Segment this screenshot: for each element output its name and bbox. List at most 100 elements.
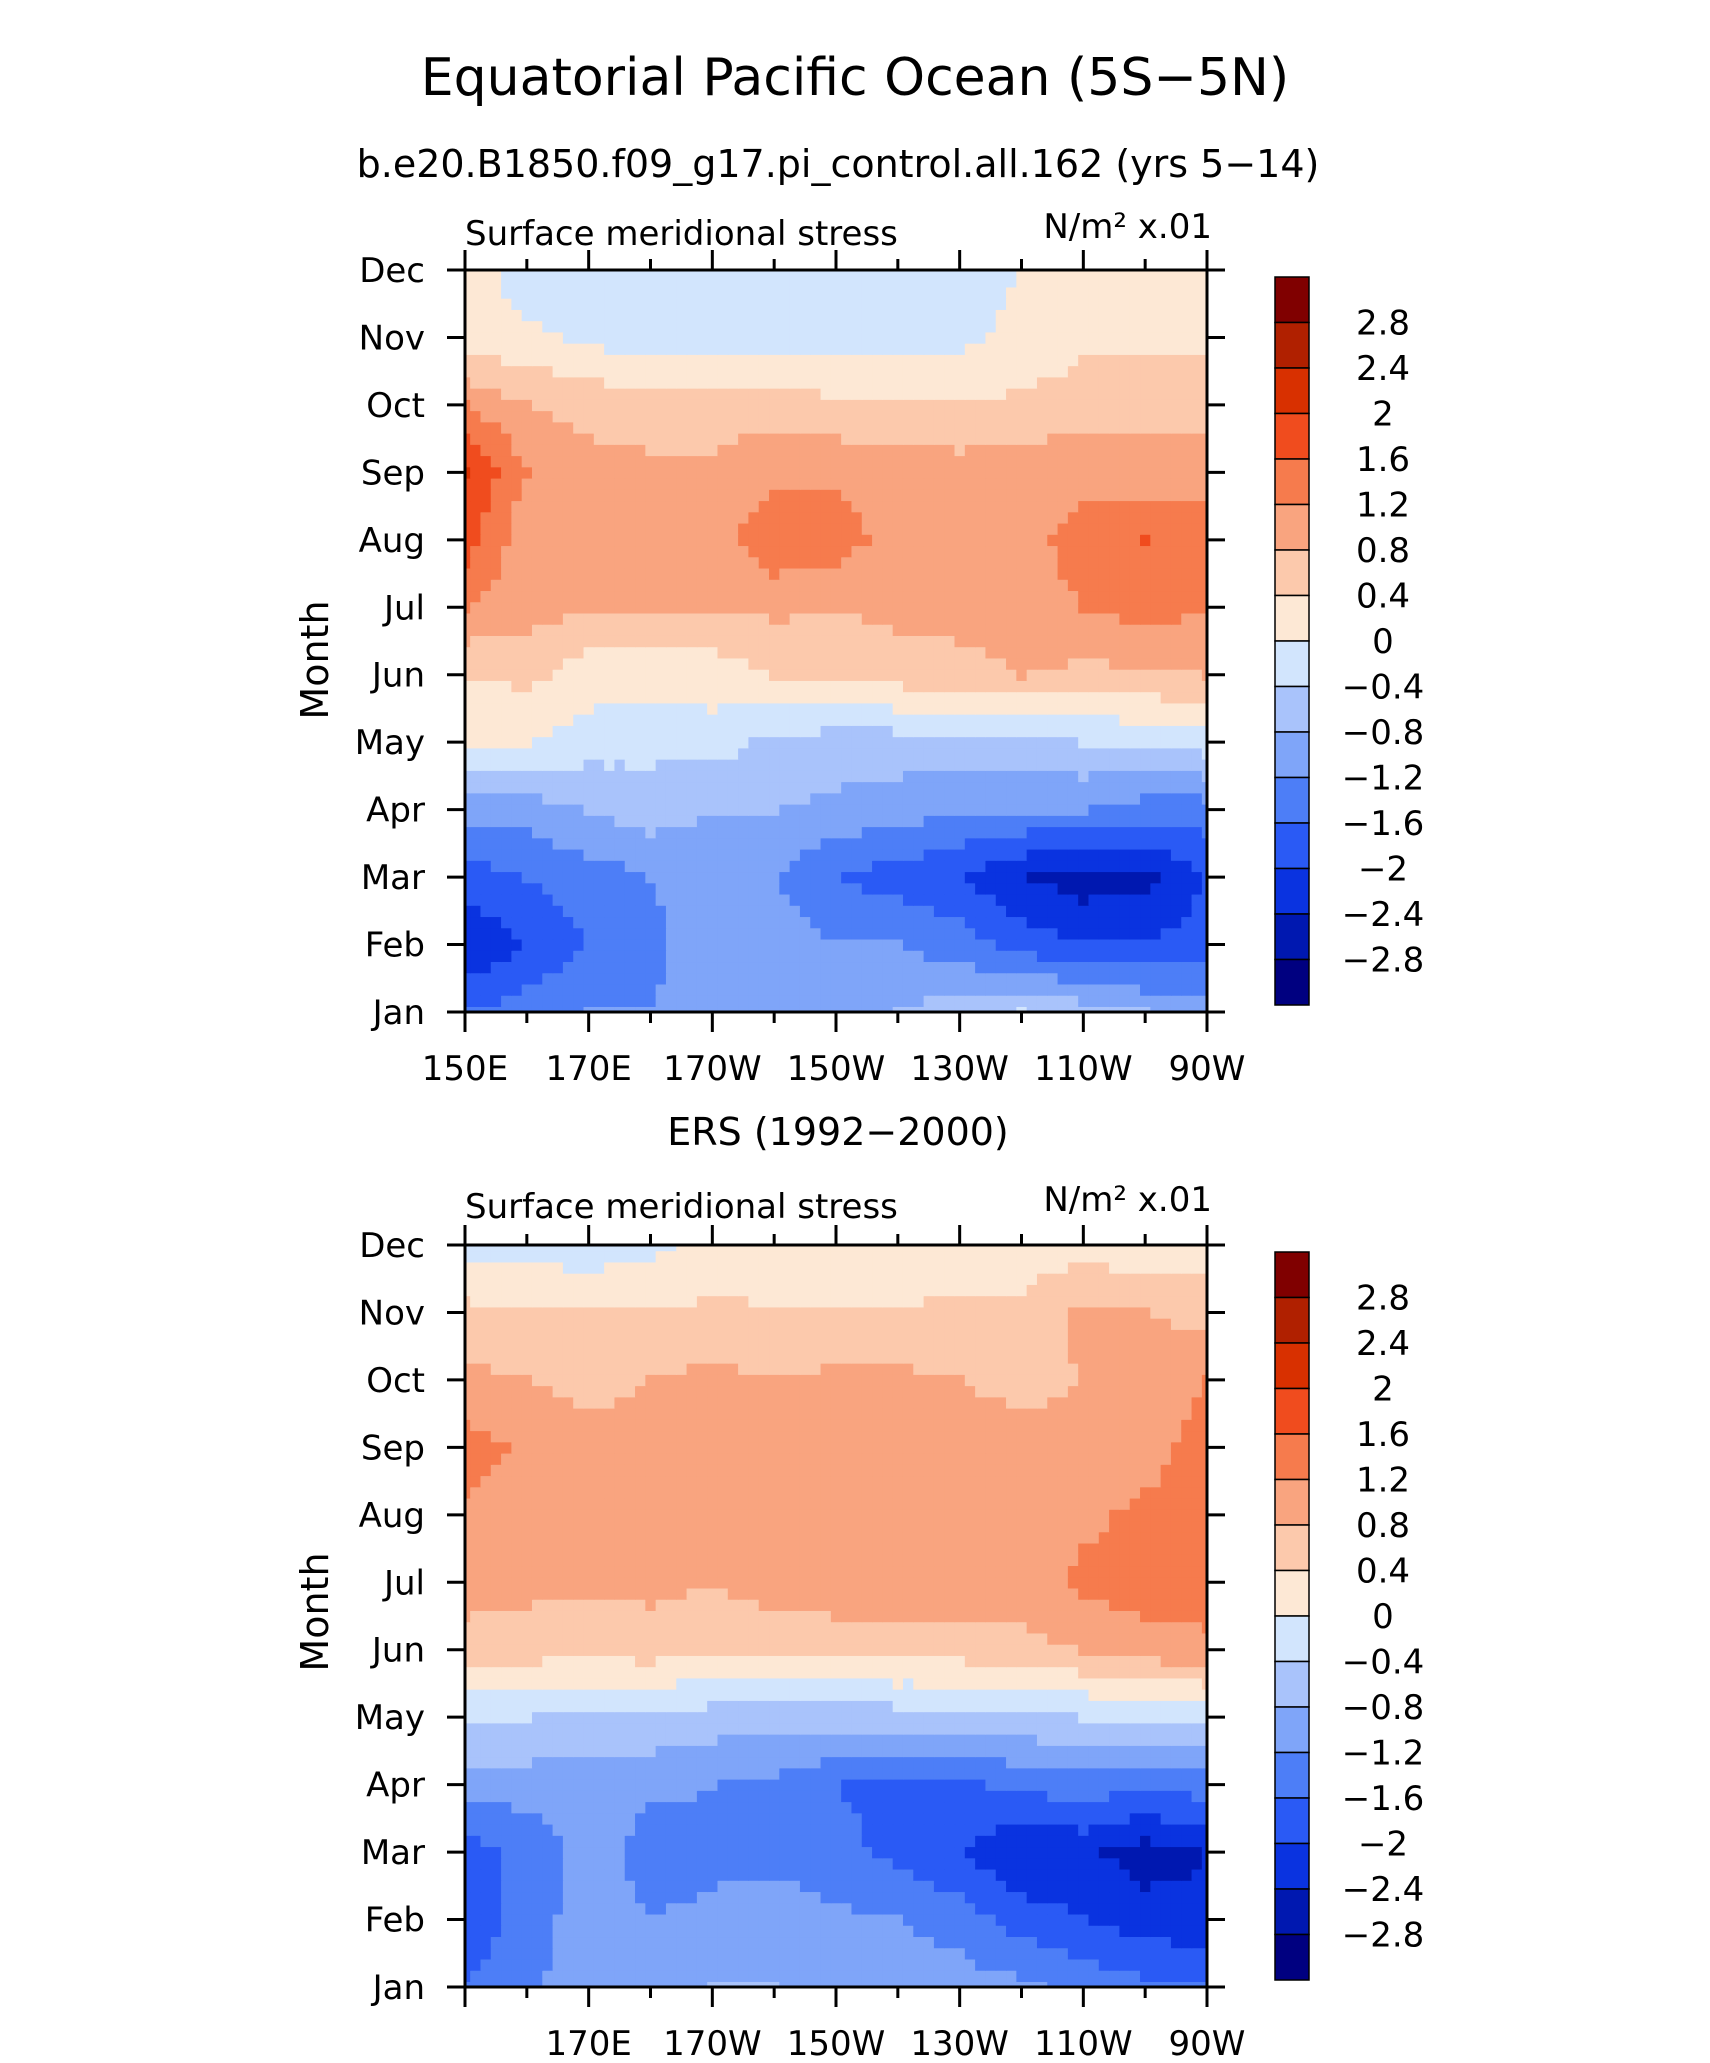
contour-cell — [1068, 748, 1079, 760]
contour-cell — [882, 860, 893, 872]
contour-cell — [882, 770, 893, 782]
contour-cell — [913, 680, 924, 692]
contour-cell — [532, 860, 543, 872]
contour-cell — [697, 354, 708, 366]
contour-cell — [470, 624, 481, 636]
contour-cell — [522, 725, 533, 737]
contour-cell — [882, 815, 893, 827]
contour-cell — [728, 568, 739, 580]
contour-cell — [594, 478, 605, 490]
contour-cell — [1109, 456, 1120, 468]
contour-cell — [924, 399, 935, 411]
contour-cell — [985, 815, 996, 827]
contour-cell — [1181, 916, 1192, 928]
contour-cell — [645, 422, 656, 434]
contour-cell — [594, 894, 605, 906]
contour-cell — [1181, 613, 1192, 625]
contour-cell — [687, 422, 698, 434]
contour-cell — [491, 815, 502, 827]
contour-cell — [717, 411, 728, 423]
contour-cell — [955, 984, 966, 996]
contour-cell — [491, 658, 502, 670]
contour-cell — [614, 433, 625, 445]
contour-cell — [728, 995, 739, 1007]
contour-cell — [965, 793, 976, 805]
contour-cell — [1119, 388, 1130, 400]
contour-cell — [501, 399, 512, 411]
contour-cell — [511, 534, 522, 546]
contour-cell — [831, 602, 842, 614]
contour-cell — [1192, 354, 1203, 366]
contour-cell — [604, 399, 615, 411]
contour-cell — [563, 635, 574, 647]
contour-cell — [1181, 332, 1192, 344]
contour-cell — [656, 602, 667, 614]
contour-cell — [542, 883, 553, 895]
contour-cell — [1058, 782, 1069, 794]
contour-cell — [1068, 703, 1079, 715]
contour-cell — [1058, 366, 1069, 378]
contour-cell — [656, 894, 667, 906]
contour-cell — [831, 871, 842, 883]
contour-cell — [800, 905, 811, 917]
contour-cell — [656, 500, 667, 512]
contour-cell — [511, 928, 522, 940]
contour-cell — [851, 838, 862, 850]
contour-cell — [491, 759, 502, 771]
contour-cell — [1099, 309, 1110, 321]
contour-cell — [501, 388, 512, 400]
contour-cell — [841, 703, 852, 715]
contour-cell — [800, 680, 811, 692]
contour-cell — [480, 658, 491, 670]
contour-cell — [955, 366, 966, 378]
contour-cell — [779, 725, 790, 737]
contour-cell — [573, 399, 584, 411]
contour-cell — [1047, 748, 1058, 760]
contour-cell — [903, 456, 914, 468]
contour-cell — [790, 748, 801, 760]
contour-cell — [707, 748, 718, 760]
contour-cell — [985, 557, 996, 569]
contour-cell — [996, 804, 1007, 816]
contour-cell — [944, 354, 955, 366]
contour-cell — [975, 770, 986, 782]
contour-cell — [893, 613, 904, 625]
contour-cell — [851, 748, 862, 760]
contour-cell — [955, 635, 966, 647]
contour-cell — [553, 579, 564, 591]
contour-cell — [1058, 613, 1069, 625]
contour-cell — [1088, 354, 1099, 366]
contour-cell — [800, 602, 811, 614]
contour-cell — [1171, 703, 1182, 715]
contour-cell — [810, 725, 821, 737]
contour-cell — [924, 658, 935, 670]
contour-cell — [759, 916, 770, 928]
contour-cell — [1109, 984, 1120, 996]
contour-cell — [769, 928, 780, 940]
contour-cell — [882, 782, 893, 794]
contour-cell — [1161, 669, 1172, 681]
contour-cell — [1130, 995, 1141, 1007]
contour-cell — [563, 534, 574, 546]
contour-cell — [501, 545, 512, 557]
contour-cell — [511, 377, 522, 389]
contour-cell — [831, 714, 842, 726]
contour-cell — [851, 478, 862, 490]
contour-cell — [573, 321, 584, 333]
contour-cell — [563, 793, 574, 805]
contour-cell — [1119, 523, 1130, 535]
contour-cell — [584, 635, 595, 647]
contour-cell — [821, 366, 832, 378]
contour-cell — [625, 737, 636, 749]
contour-cell — [1037, 815, 1048, 827]
contour-cell — [625, 343, 636, 355]
contour-cell — [501, 905, 512, 917]
contour-cell — [1078, 725, 1089, 737]
contour-cell — [1078, 500, 1089, 512]
contour-cell — [491, 961, 502, 973]
contour-cell — [1006, 692, 1017, 704]
contour-cell — [1088, 557, 1099, 569]
contour-cell — [790, 815, 801, 827]
contour-cell — [501, 748, 512, 760]
contour-cell — [697, 422, 708, 434]
